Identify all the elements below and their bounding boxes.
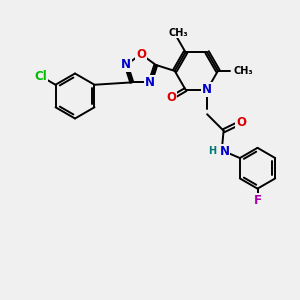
Text: N: N: [202, 83, 212, 96]
Text: O: O: [236, 116, 246, 129]
Text: F: F: [254, 194, 262, 206]
Text: N: N: [121, 58, 131, 71]
Text: CH₃: CH₃: [233, 66, 253, 76]
Text: H: H: [208, 146, 217, 156]
Text: CH₃: CH₃: [168, 28, 188, 38]
Text: O: O: [136, 48, 146, 61]
Text: O: O: [166, 92, 176, 104]
Text: Cl: Cl: [35, 70, 48, 83]
Text: N: N: [145, 76, 155, 89]
Text: N: N: [220, 145, 230, 158]
